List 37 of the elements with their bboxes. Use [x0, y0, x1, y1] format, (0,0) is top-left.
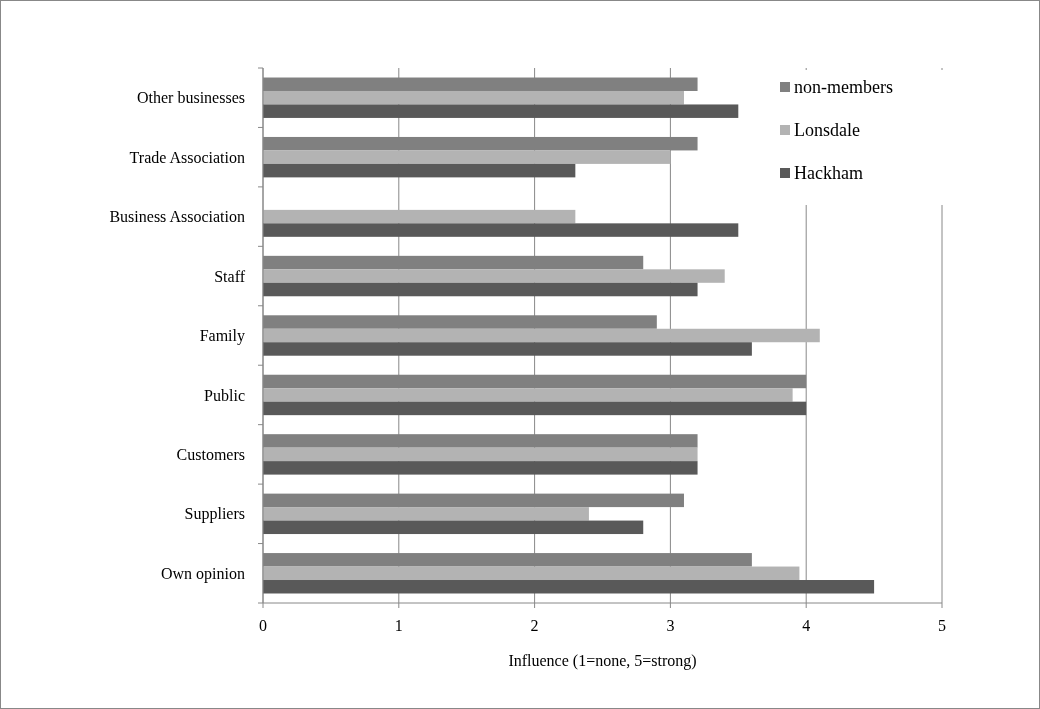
- bar: [263, 209, 576, 224]
- bar: [263, 507, 589, 521]
- y-tick-label: Suppliers: [184, 505, 245, 524]
- bar: [263, 269, 725, 283]
- y-tick-label: Trade Association: [129, 148, 245, 166]
- x-tick-label: 3: [666, 617, 675, 634]
- y-tick-label: Public: [204, 386, 245, 404]
- bar: [263, 90, 684, 105]
- bar: [263, 447, 698, 462]
- y-tick-label: Own opinion: [161, 564, 245, 583]
- bar: [263, 282, 698, 297]
- y-tick-label: Other businesses: [137, 89, 245, 107]
- x-tick-label: 0: [259, 617, 267, 634]
- x-axis-title: Influence (1=none, 5=strong): [508, 652, 697, 670]
- legend-label: Hackham: [794, 163, 863, 184]
- bar: [263, 342, 752, 356]
- bar: [263, 150, 671, 164]
- x-tick-label: 2: [530, 617, 539, 634]
- bar: [263, 580, 875, 594]
- bar: [263, 401, 807, 416]
- bar: [263, 566, 800, 581]
- bar: [263, 328, 820, 343]
- x-tick-label: 4: [802, 617, 811, 634]
- bar: [263, 163, 576, 178]
- y-tick-label: Family: [199, 327, 245, 346]
- y-tick-label: Customers: [176, 445, 245, 463]
- x-tick-label: 1: [394, 617, 403, 634]
- bar: [263, 520, 644, 535]
- bar: [263, 388, 793, 402]
- bar: [263, 461, 698, 475]
- legend-label: Lonsdale: [794, 120, 860, 141]
- bar: [263, 223, 739, 237]
- x-tick-label: 5: [938, 617, 946, 634]
- y-tick-label: Business Association: [109, 208, 245, 226]
- legend-label: non-members: [794, 77, 893, 98]
- bar: [263, 104, 739, 118]
- y-tick-label: Staff: [214, 267, 246, 285]
